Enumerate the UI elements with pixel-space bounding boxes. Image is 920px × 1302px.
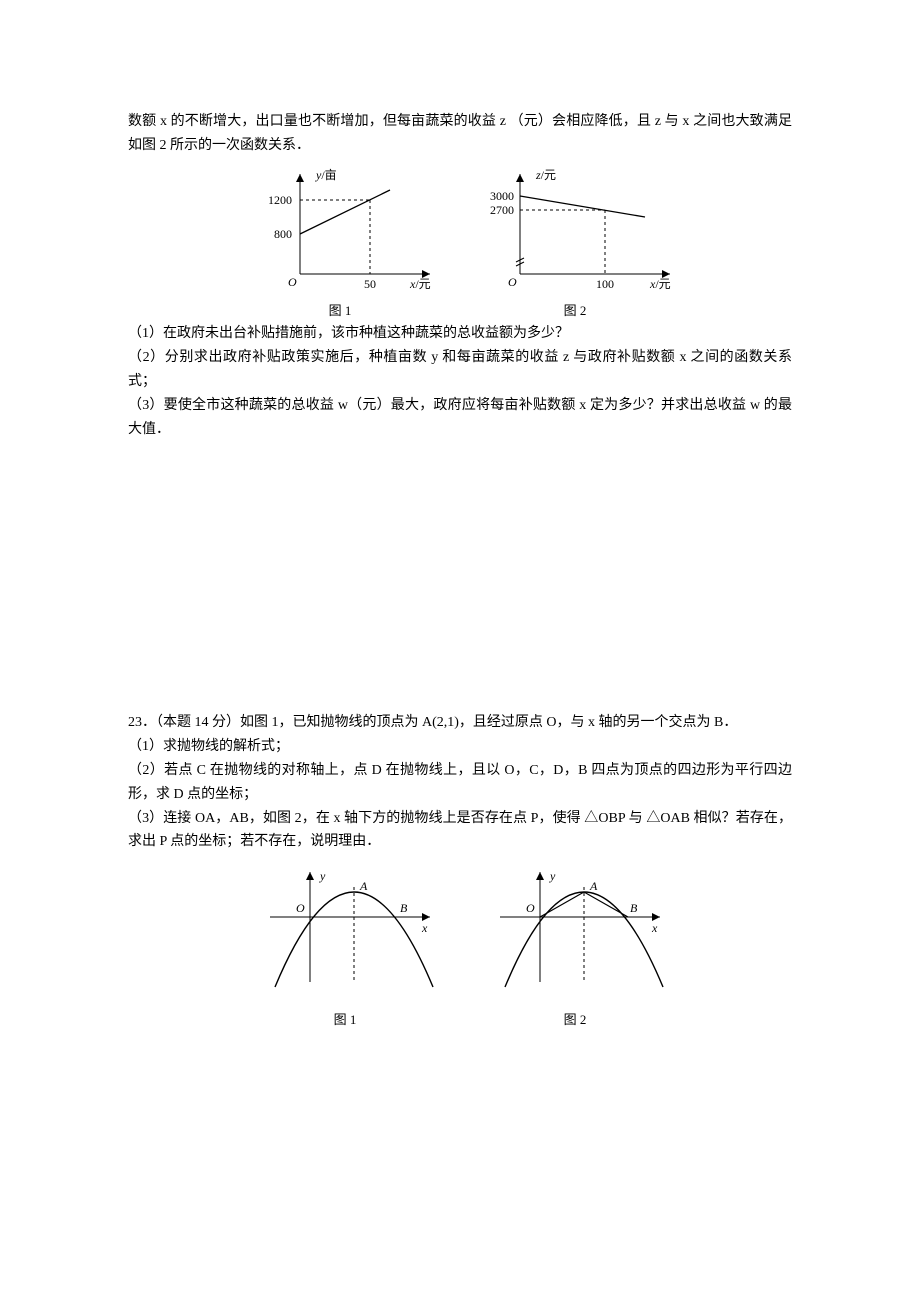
O-label: O [526, 901, 535, 915]
y-label: y/亩 [315, 167, 337, 182]
chart1-svg: 800 1200 50 y/亩 x/元 O [240, 164, 440, 294]
q23-part3: （3）连接 OA，AB，如图 2，在 x 轴下方的抛物线上是否存在点 P，使得 … [128, 807, 792, 855]
O-label: O [296, 901, 305, 915]
A-label: A [359, 879, 368, 893]
x-label: x/元 [649, 277, 671, 291]
x-arrow [652, 913, 660, 921]
B-label: B [630, 901, 638, 915]
fig1-svg: y x O A B [250, 862, 440, 1002]
q22-part2: （2）分别求出政府补贴政策实施后，种植亩数 y 和每亩蔬菜的收益 z 与政府补贴… [128, 346, 792, 394]
q23-part1: （1）求抛物线的解析式； [128, 735, 792, 759]
ytick-800: 800 [274, 227, 292, 241]
q22-part3: （3）要使全市这种蔬菜的总收益 w（元）最大，政府应将每亩补贴数额 x 定为多少… [128, 394, 792, 442]
q22-charts: 800 1200 50 y/亩 x/元 O 图 1 [128, 164, 792, 323]
q22-chart1: 800 1200 50 y/亩 x/元 O 图 1 [240, 164, 440, 323]
q22-part1: （1）在政府未出台补贴措施前，该市种植这种蔬菜的总收益额为多少？ [128, 322, 792, 346]
q23-figures: y x O A B 图 1 [128, 862, 792, 1031]
chart2-svg: 3000 2700 100 z/元 x/元 O [470, 164, 680, 294]
x-label: x [421, 921, 428, 935]
y-label: y [319, 869, 326, 883]
origin: O [508, 275, 517, 289]
x-label: x/元 [409, 277, 431, 291]
q23-header: 23．（本题 14 分）如图 1，已知抛物线的顶点为 A(2,1)，且经过原点 … [128, 711, 792, 735]
y-label: z/元 [535, 168, 556, 182]
y-arrow [306, 872, 314, 880]
fig2-caption: 图 2 [480, 1009, 670, 1031]
y-arrow [296, 174, 304, 182]
fig1-caption: 图 1 [250, 1009, 440, 1031]
q23-fig2: y x O A B 图 2 [480, 862, 670, 1031]
xtick-50: 50 [364, 277, 376, 291]
A-label: A [589, 879, 598, 893]
y-arrow [536, 872, 544, 880]
ytick-2700: 2700 [490, 203, 514, 217]
q22-intro-cont: 数额 x 的不断增大，出口量也不断增加，但每亩蔬菜的收益 z （元）会相应降低，… [128, 110, 792, 158]
origin: O [288, 275, 297, 289]
ytick-1200: 1200 [268, 193, 292, 207]
data-line [520, 196, 645, 217]
chart2-caption: 图 2 [470, 300, 680, 322]
q23-fig1: y x O A B 图 1 [250, 862, 440, 1031]
fig2-svg: y x O A B [480, 862, 670, 1002]
ytick-3000: 3000 [490, 189, 514, 203]
y-arrow [516, 174, 524, 182]
x-arrow [422, 913, 430, 921]
data-line [300, 190, 390, 234]
y-label: y [549, 869, 556, 883]
B-label: B [400, 901, 408, 915]
q22-chart2: 3000 2700 100 z/元 x/元 O 图 2 [470, 164, 680, 323]
xtick-100: 100 [596, 277, 614, 291]
x-label: x [651, 921, 658, 935]
chart1-caption: 图 1 [240, 300, 440, 322]
seg-OA [540, 892, 584, 917]
seg-AB [584, 892, 628, 917]
q23-part2: （2）若点 C 在抛物线的对称轴上，点 D 在抛物线上，且以 O，C，D，B 四… [128, 759, 792, 807]
